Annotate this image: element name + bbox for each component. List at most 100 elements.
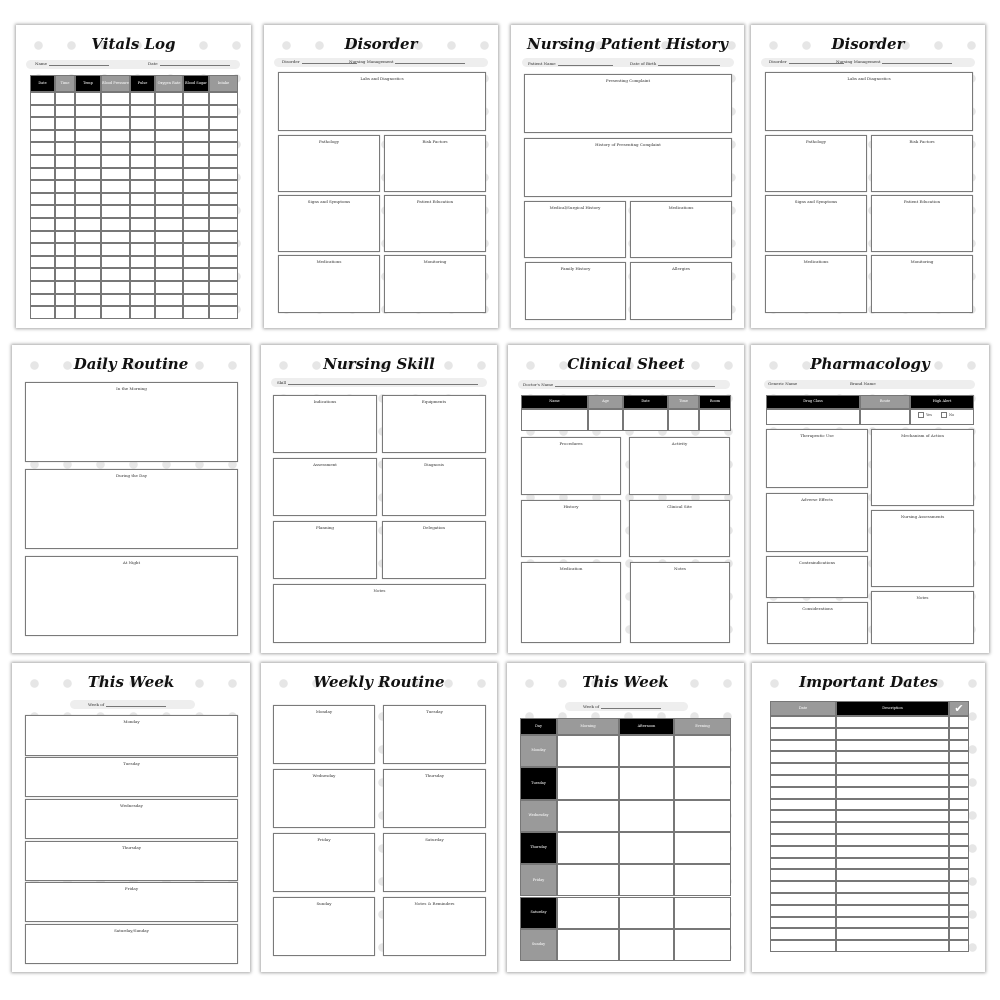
writing-box[interactable]: Equipments (382, 395, 486, 453)
checkbox-no[interactable] (941, 412, 947, 418)
writing-box[interactable]: Monday (273, 705, 375, 764)
table-cell[interactable] (623, 409, 668, 431)
writing-box[interactable]: Medications (630, 201, 732, 258)
table-cell[interactable] (183, 255, 209, 269)
table-cell[interactable] (55, 92, 75, 105)
writing-box[interactable]: Therapeutic Use (766, 429, 868, 488)
table-cell[interactable] (619, 799, 674, 832)
table-cell[interactable] (130, 167, 155, 181)
field-line[interactable] (301, 59, 357, 64)
writing-box[interactable]: Patient Education (871, 195, 973, 252)
table-cell[interactable] (557, 799, 619, 832)
table-cell[interactable] (75, 104, 101, 118)
table-cell[interactable] (836, 775, 949, 787)
table-cell[interactable] (130, 293, 155, 307)
writing-box[interactable]: Pathology (765, 135, 867, 192)
table-cell[interactable] (155, 268, 183, 281)
table-cell[interactable] (75, 243, 101, 256)
table-cell[interactable] (770, 869, 836, 882)
table-cell[interactable] (101, 268, 130, 281)
field-line[interactable] (882, 59, 953, 64)
table-cell[interactable] (836, 727, 949, 740)
table-cell[interactable] (30, 243, 55, 256)
writing-box[interactable]: Pathology (278, 135, 380, 192)
writing-box[interactable]: Labs and Diagnostics (765, 72, 973, 131)
table-cell[interactable] (766, 409, 860, 425)
table-cell[interactable] (155, 205, 183, 218)
table-cell[interactable] (770, 727, 836, 740)
table-cell[interactable] (101, 243, 130, 256)
writing-box[interactable]: Mechanism of Action (871, 429, 974, 506)
table-cell[interactable] (130, 218, 155, 231)
table-cell[interactable] (674, 928, 731, 962)
table-cell[interactable] (101, 92, 130, 105)
table-cell[interactable] (155, 117, 183, 130)
writing-box[interactable]: Diagnosis (382, 458, 486, 516)
table-cell[interactable] (619, 864, 674, 897)
table-cell[interactable] (557, 735, 619, 768)
table-cell[interactable] (836, 739, 949, 752)
table-cell[interactable] (183, 205, 209, 218)
table-cell[interactable] (155, 306, 183, 319)
table-cell[interactable] (949, 751, 969, 764)
table-cell[interactable] (30, 117, 55, 130)
field-1[interactable]: Brand Name (850, 381, 878, 386)
table-cell[interactable] (30, 218, 55, 231)
table-cell[interactable] (836, 940, 949, 952)
table-cell[interactable] (557, 767, 619, 800)
table-cell[interactable] (183, 117, 209, 130)
table-cell[interactable] (130, 192, 155, 206)
writing-box[interactable]: Activity (629, 437, 730, 495)
table-cell[interactable] (55, 268, 75, 281)
table-cell[interactable] (75, 218, 101, 231)
table-cell[interactable] (949, 786, 969, 799)
table-cell[interactable] (770, 893, 836, 905)
table-cell[interactable] (101, 205, 130, 218)
table-cell[interactable] (75, 117, 101, 130)
field-line[interactable] (555, 382, 716, 387)
table-cell[interactable] (674, 735, 731, 768)
table-cell[interactable] (949, 727, 969, 740)
table-cell[interactable] (949, 893, 969, 905)
table-cell[interactable] (55, 243, 75, 256)
table-cell[interactable] (55, 293, 75, 307)
table-cell[interactable] (770, 810, 836, 823)
table-cell[interactable] (155, 180, 183, 193)
table-cell[interactable] (101, 255, 130, 269)
table-cell[interactable] (75, 293, 101, 307)
table-cell[interactable] (101, 218, 130, 231)
table-cell[interactable] (30, 268, 55, 281)
table-cell[interactable] (30, 255, 55, 269)
writing-box[interactable]: Considerations (767, 602, 868, 644)
table-cell[interactable] (55, 167, 75, 181)
table-cell[interactable] (101, 306, 130, 319)
table-cell[interactable] (949, 822, 969, 834)
table-cell[interactable] (75, 306, 101, 319)
writing-box[interactable]: Notes & Reminders (383, 897, 486, 956)
field-0[interactable]: Patient Name (528, 61, 613, 66)
table-cell[interactable] (101, 230, 130, 244)
writing-box[interactable]: Signs and Symptoms (765, 195, 867, 252)
table-cell[interactable] (30, 293, 55, 307)
table-cell[interactable] (183, 142, 209, 155)
table-cell[interactable] (30, 155, 55, 168)
table-cell[interactable] (101, 129, 130, 143)
table-cell[interactable] (836, 904, 949, 917)
table-cell[interactable] (770, 751, 836, 764)
table-cell[interactable] (130, 306, 155, 319)
table-cell[interactable] (770, 798, 836, 811)
table-cell[interactable] (557, 896, 619, 929)
writing-box[interactable]: Indications (273, 395, 377, 453)
table-cell[interactable] (130, 180, 155, 193)
table-cell[interactable] (949, 857, 969, 870)
table-cell[interactable] (130, 268, 155, 281)
table-cell[interactable] (75, 192, 101, 206)
table-cell[interactable] (770, 822, 836, 834)
table-cell[interactable] (674, 767, 731, 800)
table-cell[interactable] (619, 896, 674, 929)
table-cell[interactable] (836, 893, 949, 905)
table-cell[interactable] (101, 167, 130, 181)
table-cell[interactable] (183, 104, 209, 118)
table-cell[interactable] (155, 92, 183, 105)
table-cell[interactable] (949, 834, 969, 846)
